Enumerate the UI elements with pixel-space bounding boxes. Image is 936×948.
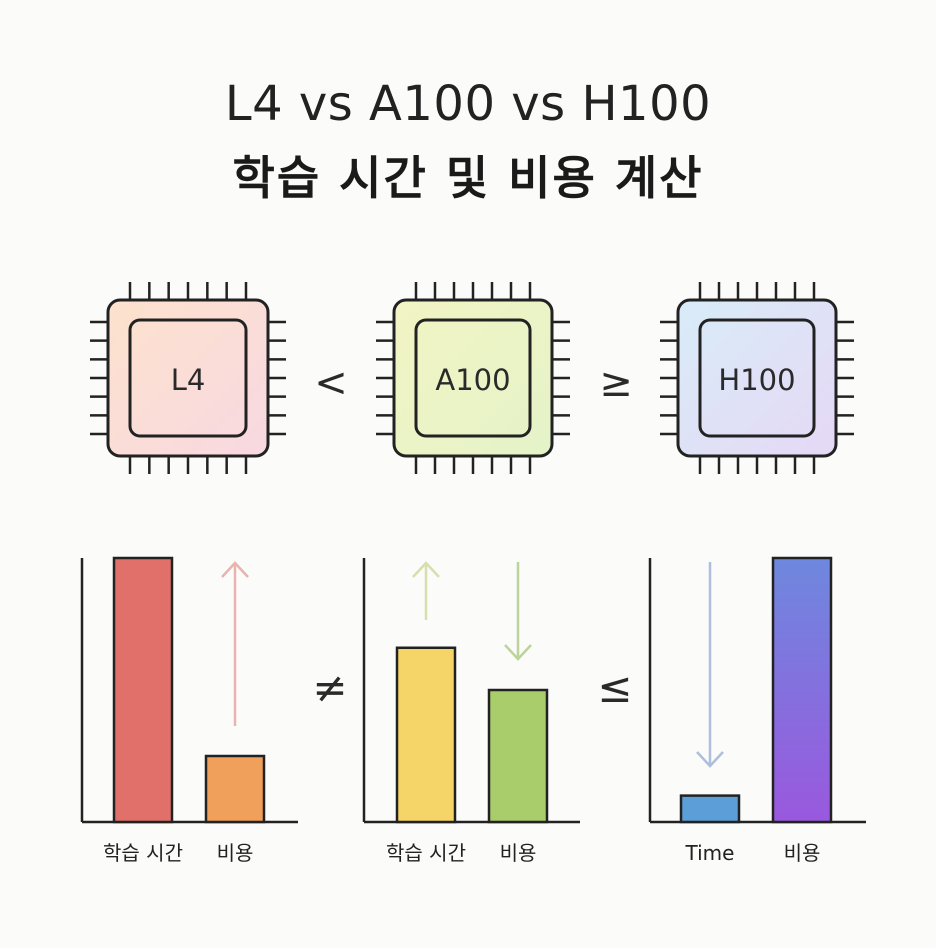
chart-h100-arrow-down-icon (696, 562, 724, 768)
chip-l4-label: L4 (171, 363, 206, 397)
operator-not-equal: ≠ (312, 663, 347, 712)
chart-a100-arrow-down-icon (504, 562, 532, 661)
chart-l4-label-cost: 비용 (217, 841, 254, 865)
chart-h100-bar-cost (771, 556, 833, 824)
chart-l4-bar-cost (204, 754, 266, 824)
operator-less-equal: ≤ (597, 663, 632, 712)
chip-h100: H100 (660, 282, 854, 474)
chart-a100-bar-time (395, 646, 457, 824)
chip-h100-body (676, 298, 838, 458)
bar-chart-l4: 학습 시간 비용 (80, 556, 298, 865)
chip-a100-body (392, 298, 554, 458)
chip-l4-core (128, 318, 248, 438)
chart-l4-bar-time (112, 556, 174, 824)
chip-l4-body (106, 298, 270, 458)
chart-h100-label-cost: 비용 (784, 841, 821, 865)
chart-h100-bar-time (679, 794, 741, 824)
chip-row: L4 A100 H100 < ≥ (90, 282, 854, 474)
chip-a100-label: A100 (435, 363, 510, 397)
chart-a100-label-time: 학습 시간 (386, 841, 466, 865)
chip-a100: A100 (376, 282, 570, 474)
bar-chart-h100: Time 비용 (648, 556, 866, 865)
operator-less-than: < (314, 360, 348, 406)
chip-a100-core (414, 318, 532, 438)
chip-h100-label: H100 (718, 363, 795, 397)
chip-l4: L4 (90, 282, 286, 474)
chip-h100-core (698, 318, 816, 438)
title-line-1: L4 vs A100 vs H100 (224, 76, 712, 132)
chart-a100-bar-cost (487, 688, 549, 824)
chart-h100-label-time: Time (685, 841, 735, 865)
operator-greater-equal: ≥ (599, 360, 633, 406)
chart-l4-arrow-up-icon (221, 561, 249, 726)
chart-a100-arrow-up-icon (412, 561, 440, 620)
chart-l4-label-time: 학습 시간 (103, 841, 183, 865)
bar-chart-a100: 학습 시간 비용 (362, 558, 580, 865)
chart-a100-label-cost: 비용 (500, 841, 537, 865)
title-line-2: 학습 시간 및 비용 계산 (232, 151, 704, 205)
